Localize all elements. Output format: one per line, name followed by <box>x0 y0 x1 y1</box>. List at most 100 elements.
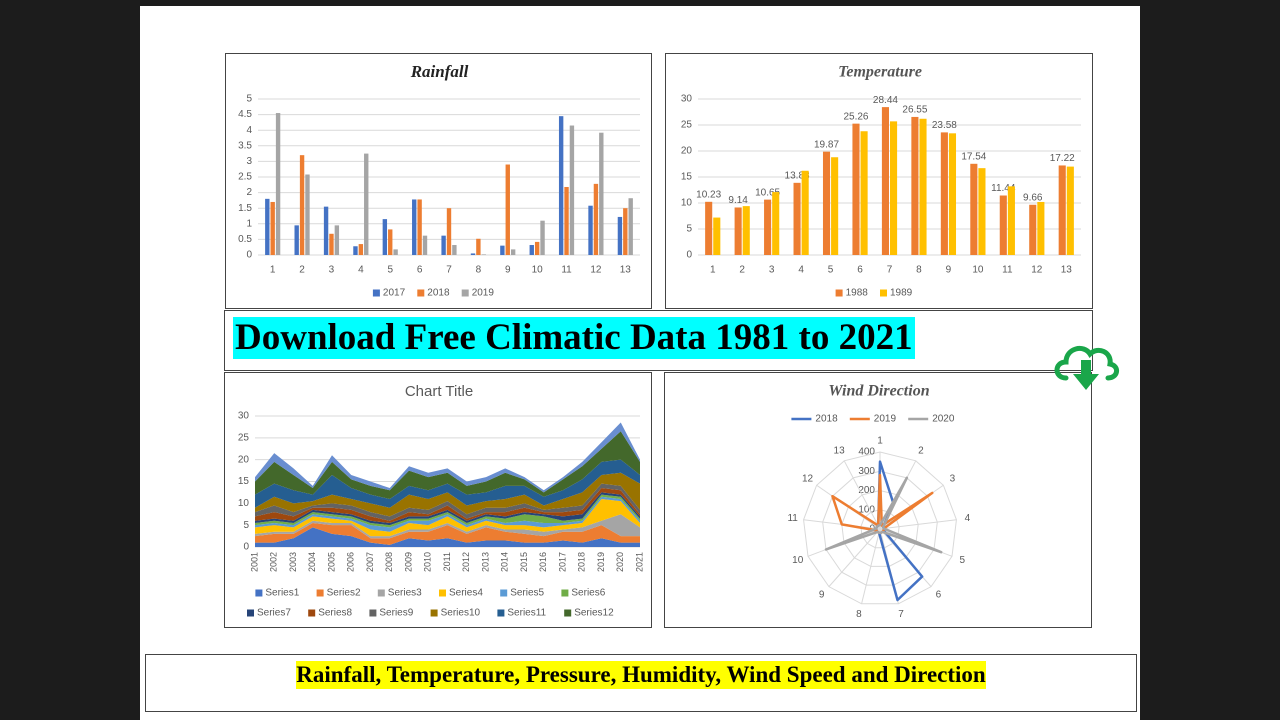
bar <box>334 225 340 255</box>
y-tick-label: 20 <box>238 454 250 465</box>
area <box>255 483 640 521</box>
area <box>255 472 640 517</box>
legend-swatch <box>417 289 425 297</box>
bar <box>734 207 742 255</box>
arrow-head <box>1073 374 1099 390</box>
area <box>255 494 640 528</box>
bar <box>764 199 772 255</box>
x-tick-label: 2001 <box>249 552 259 572</box>
data-label: 25.26 <box>843 111 868 122</box>
x-tick-label: 4 <box>358 265 364 276</box>
bar <box>323 206 329 255</box>
bar <box>569 125 575 256</box>
y-tick-label: 1.5 <box>238 203 252 214</box>
x-tick-label: 2008 <box>384 552 394 572</box>
legend-label: Series6 <box>571 588 605 599</box>
data-label: 11.44 <box>991 183 1016 194</box>
x-tick-label: 2003 <box>288 552 298 572</box>
wind-chart: Wind Direction01002003004001234567891011… <box>664 372 1092 628</box>
y-tick-label: 5 <box>686 224 692 235</box>
y-tick-label: 0 <box>243 542 249 553</box>
legend-swatch <box>255 589 263 597</box>
bar <box>628 198 633 255</box>
x-tick-label: 11 <box>561 265 572 276</box>
legend-label: 2018 <box>815 414 838 425</box>
legend-label: Series2 <box>327 588 361 599</box>
spoke <box>828 528 881 587</box>
bar <box>270 201 275 255</box>
category-label: 5 <box>960 555 966 566</box>
area <box>255 498 640 537</box>
y-tick-label: 15 <box>238 476 250 487</box>
y-tick-label: 0.5 <box>238 234 252 245</box>
legend-swatch <box>439 589 446 597</box>
legend-swatch <box>377 589 385 597</box>
data-label: 28.44 <box>873 95 898 106</box>
data-label: 17.22 <box>1050 153 1075 164</box>
x-tick-label: 4 <box>798 265 804 276</box>
area <box>255 527 640 547</box>
x-tick-label: 5 <box>828 265 834 276</box>
bar <box>412 199 417 255</box>
bar <box>978 168 986 255</box>
bar <box>505 164 510 255</box>
bar <box>705 201 713 255</box>
bar <box>265 198 270 255</box>
download-icon[interactable] <box>1052 338 1122 394</box>
data-label: 10.23 <box>696 189 721 200</box>
bar <box>446 208 452 255</box>
x-tick-label: 3 <box>769 265 775 276</box>
r-tick-label: 100 <box>858 504 875 515</box>
bar <box>510 249 516 255</box>
bar <box>593 183 599 255</box>
area <box>255 514 640 539</box>
area-chart: Chart Title 0 5 10 15 20 25 30 2001 2002 2003 2004 2… <box>224 372 652 628</box>
y-tick-label: 2.5 <box>238 172 252 183</box>
footer: Rainfall, Temperature, Pressure, Humidit… <box>145 654 1137 712</box>
x-tick-label: 2011 <box>442 552 452 571</box>
data-label: 13.88 <box>785 170 810 181</box>
x-tick-label: 3 <box>329 265 335 276</box>
x-tick-label: 7 <box>446 265 452 276</box>
bar <box>358 244 364 255</box>
grid-ring <box>822 470 938 586</box>
bar <box>305 174 310 255</box>
y-tick-label: 25 <box>681 120 693 131</box>
x-tick-label: 6 <box>857 265 863 276</box>
legend-label: Series7 <box>257 608 291 619</box>
bar <box>742 206 750 255</box>
category-label: 13 <box>834 446 846 457</box>
x-tick-label: 2019 <box>596 552 606 572</box>
bar <box>793 182 801 255</box>
bar <box>529 245 534 255</box>
legend-swatch <box>561 589 569 597</box>
y-tick-label: 15 <box>681 172 693 183</box>
legend-swatch <box>430 609 438 617</box>
bar <box>822 151 831 255</box>
cloud <box>1054 345 1119 381</box>
bar <box>476 238 481 255</box>
x-tick-label: 5 <box>387 265 393 276</box>
bar <box>500 245 505 255</box>
legend-label: Series5 <box>510 588 544 599</box>
chart-title: Rainfall <box>410 62 469 81</box>
bar <box>831 157 839 255</box>
area <box>255 431 640 499</box>
bar <box>890 121 898 255</box>
x-tick-label: 7 <box>887 265 893 276</box>
bar <box>919 118 927 255</box>
x-tick-label: 2021 <box>634 552 644 572</box>
bar <box>422 235 428 255</box>
x-tick-label: 2010 <box>423 552 433 572</box>
y-tick-label: 3 <box>246 156 252 167</box>
x-tick-label: 2020 <box>615 552 625 572</box>
bar <box>417 199 422 255</box>
bar <box>353 246 358 255</box>
radar-line <box>824 476 943 554</box>
x-tick-label: 2006 <box>346 552 356 572</box>
bar <box>940 132 948 255</box>
category-label: 10 <box>792 555 804 566</box>
grid-ring <box>841 489 919 567</box>
data-label: 19.87 <box>814 139 839 150</box>
